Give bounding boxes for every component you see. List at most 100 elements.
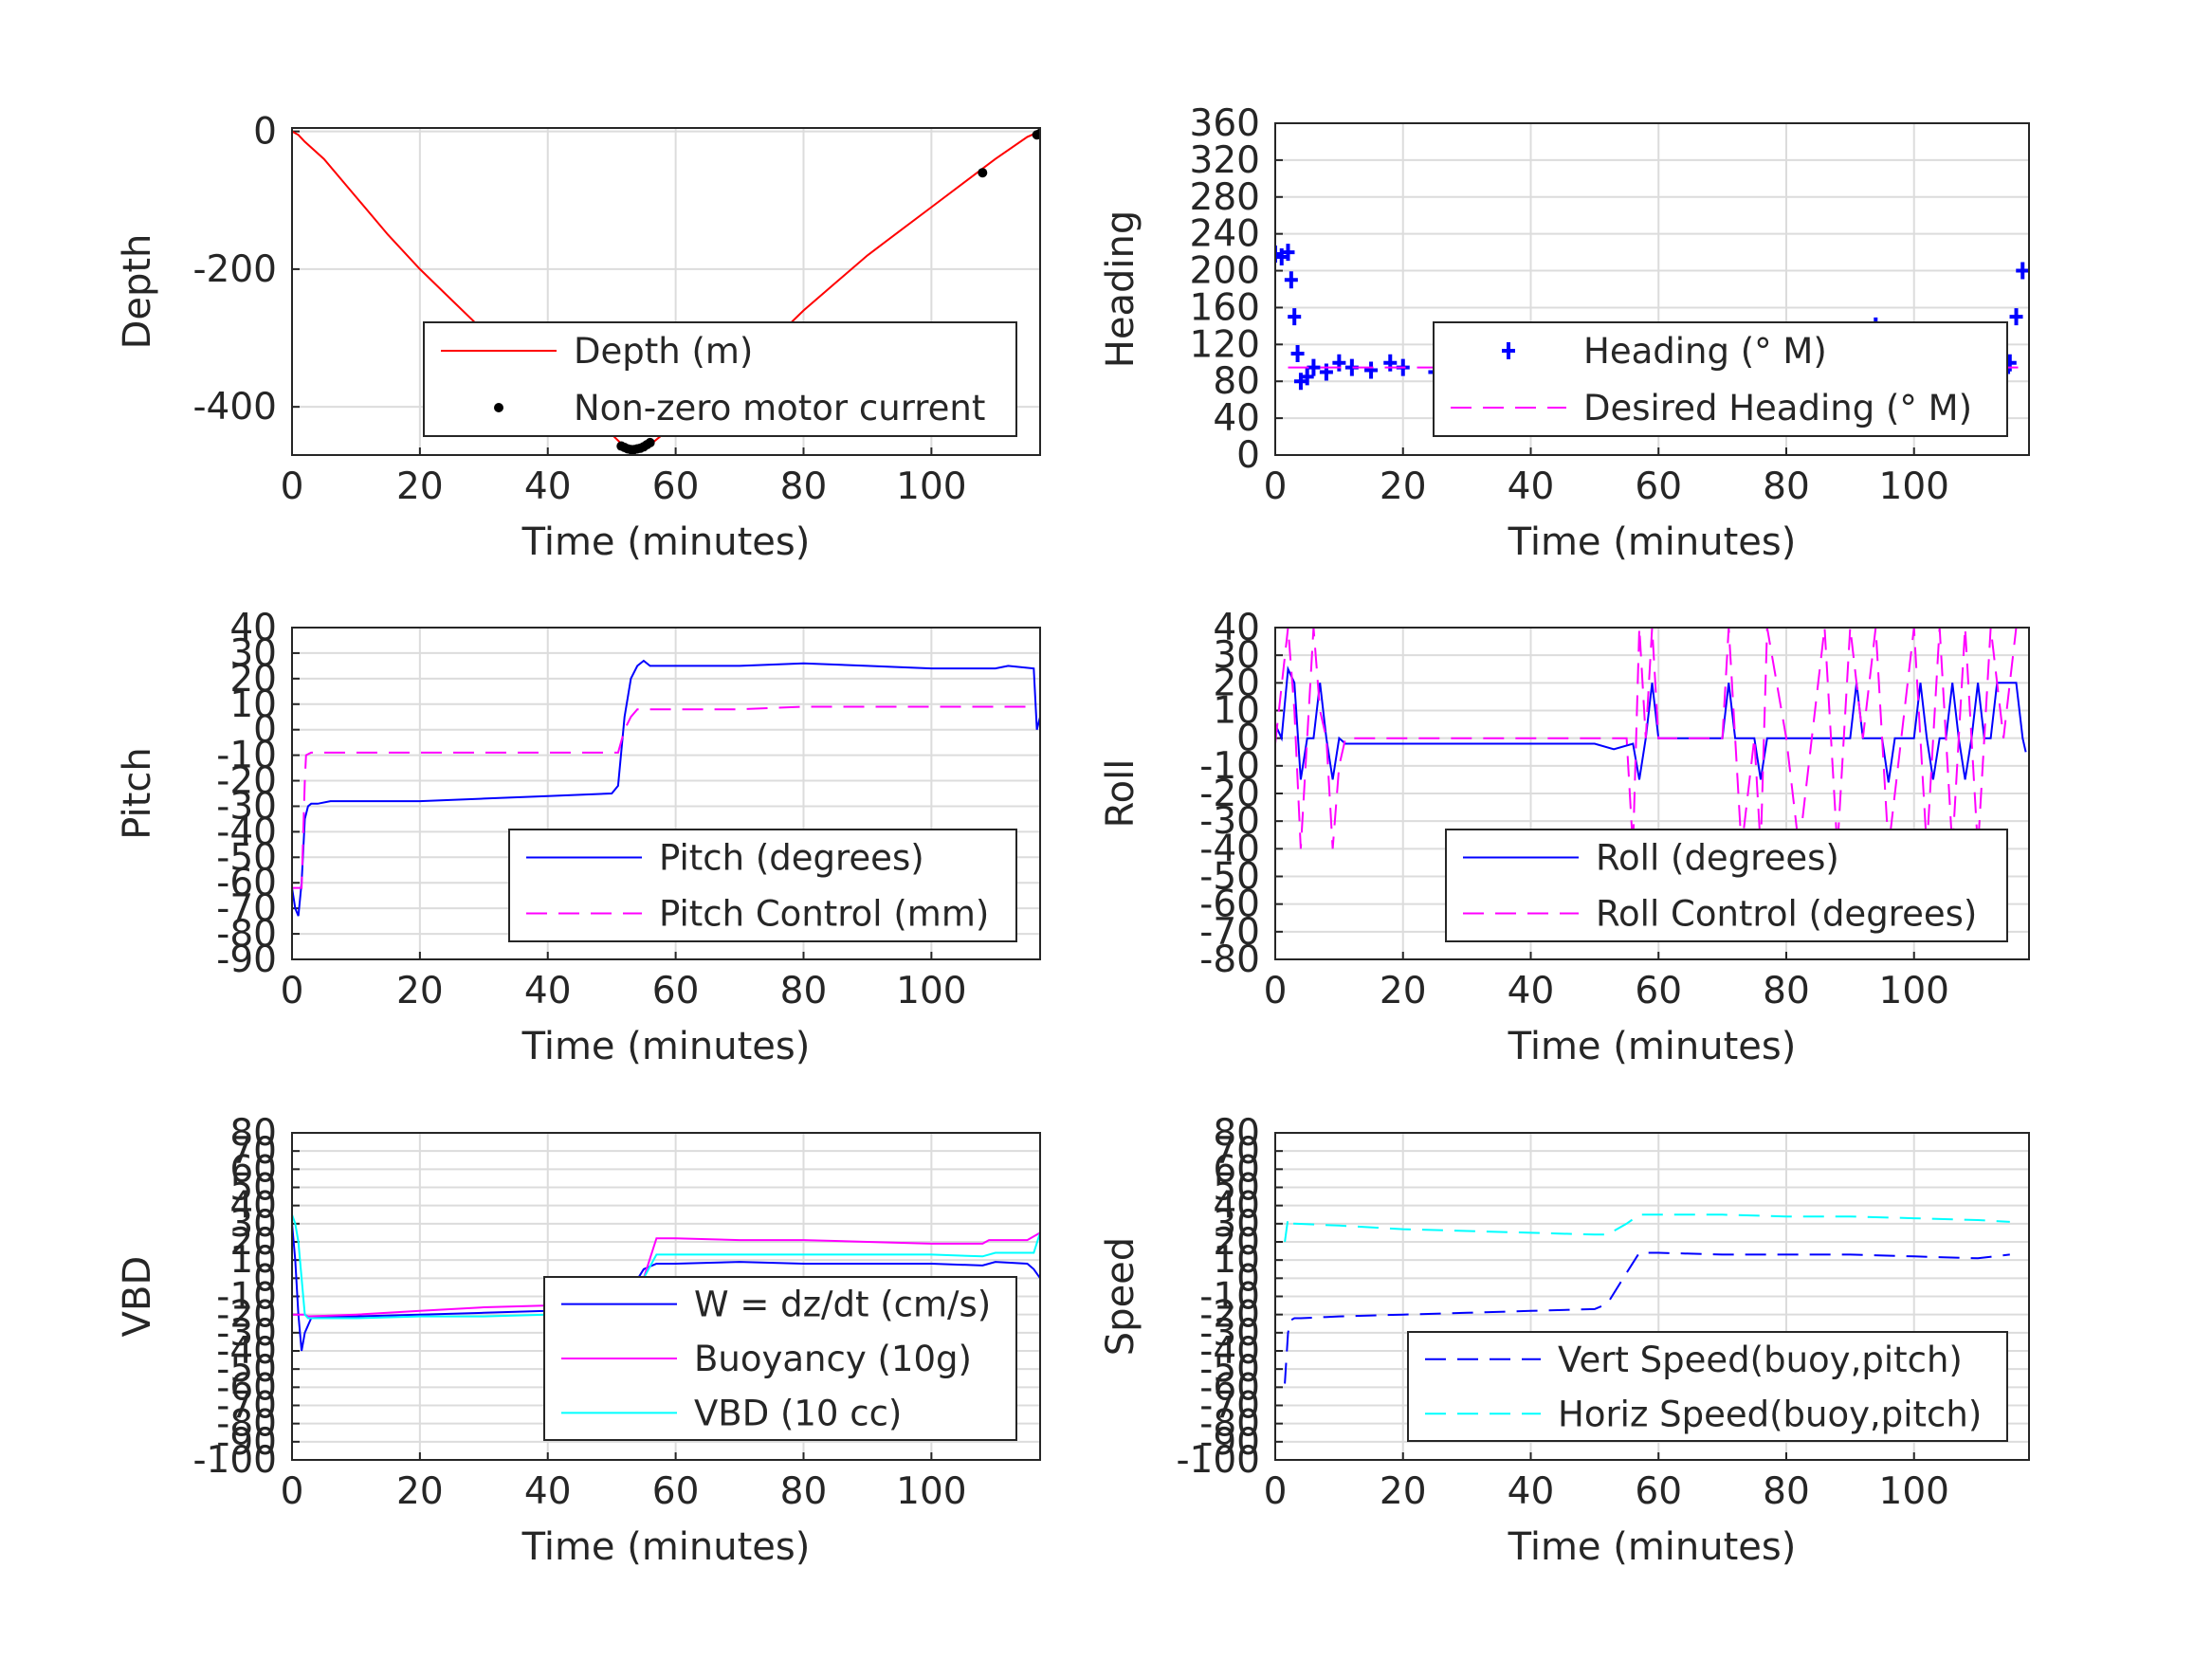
y-axis-label: Depth	[116, 234, 159, 350]
data-point	[1284, 271, 1298, 289]
chart-6: 0 20 40 60 80 100-100-90-80-70-60-50-40-30-20…	[1099, 1112, 2030, 1569]
y-axis-label: VBD	[116, 1256, 159, 1338]
y-tick-label: -70	[216, 1385, 277, 1428]
y-tick-label: -400	[192, 386, 277, 428]
legend-label: Horiz Speed(buoy,pitch)	[1558, 1394, 1982, 1434]
x-axis-label: Time (minutes)	[1508, 1025, 1797, 1068]
x-tick-label: 80	[1763, 1470, 1810, 1513]
series-group	[1275, 628, 2027, 849]
data-point	[1275, 246, 1282, 264]
x-tick-label: 0	[1264, 1470, 1288, 1513]
data-point	[1035, 128, 1040, 138]
series-vert-speed-buoy-pitch	[1284, 1251, 2010, 1384]
x-tick-label: 100	[1879, 465, 1949, 508]
x-tick-label: 100	[896, 970, 966, 1012]
x-tick-label: 40	[1508, 465, 1555, 508]
data-point	[2016, 262, 2029, 280]
series-pitch-control-mm	[292, 705, 1034, 889]
data-point	[1319, 363, 1333, 381]
y-tick-label: 70	[229, 1130, 277, 1173]
y-tick-label: 0	[1236, 434, 1260, 477]
chart-2: 0 20 40 60 80 10004080120160200240280320360Ti…	[1099, 102, 2030, 564]
x-tick-label: 60	[652, 1470, 700, 1513]
y-tick-label: -70	[1199, 911, 1260, 954]
data-point	[1290, 345, 1305, 363]
legend-label: Roll Control (degrees)	[1596, 894, 1977, 935]
y-axis-label: Pitch	[116, 747, 159, 839]
y-tick-label: -10	[216, 735, 277, 777]
y-tick-label: -40	[216, 1330, 277, 1373]
axes-box	[291, 627, 1041, 960]
axes-box	[1274, 122, 2030, 456]
y-tick-label: 50	[229, 1167, 277, 1210]
x-tick-label: 100	[896, 465, 966, 508]
x-tick-label: 0	[281, 970, 304, 1012]
legend: Heading (° M) Desired Heading (° M)	[1433, 321, 2008, 437]
x-tick-label: 80	[1763, 970, 1810, 1012]
axes-box	[291, 127, 1041, 456]
legend-label: Depth (m)	[574, 331, 753, 372]
y-tick-label: 0	[253, 111, 277, 154]
x-axis-label: Time (minutes)	[521, 1525, 811, 1569]
legend-swatch	[494, 403, 503, 412]
x-tick-label: 20	[396, 1470, 444, 1513]
y-tick-label: -40	[216, 811, 277, 853]
x-tick-label: 20	[1380, 1470, 1427, 1513]
x-tick-label: 20	[396, 970, 444, 1012]
x-tick-label: 80	[780, 465, 828, 508]
y-tick-label: -50	[1199, 1348, 1260, 1391]
legend-label: Vert Speed(buoy,pitch)	[1558, 1340, 1963, 1380]
y-tick-label: -60	[1199, 884, 1260, 926]
data-point	[645, 437, 655, 447]
x-tick-label: 100	[896, 1470, 966, 1513]
y-tick-label: -80	[1199, 1403, 1260, 1446]
y-tick-label: 0	[1236, 1257, 1260, 1300]
x-tick-label: 40	[524, 970, 572, 1012]
legend: W = dz/dt (cm/s) Buoyancy (10g) VBD (10 cc…	[543, 1276, 1017, 1441]
y-axis-label: Heading	[1099, 210, 1143, 368]
y-tick-label: -20	[216, 760, 277, 803]
legend: Depth (m) Non-zero motor current	[423, 321, 1017, 437]
y-tick-label: -70	[216, 887, 277, 930]
y-tick-label: 20	[1213, 1221, 1260, 1264]
y-tick-label: 20	[229, 1221, 277, 1264]
x-tick-label: 60	[652, 970, 700, 1012]
y-tick-label: 30	[1213, 1203, 1260, 1246]
x-tick-label: 40	[524, 465, 572, 508]
y-tick-label: 10	[1213, 1239, 1260, 1282]
y-tick-label: -80	[1199, 939, 1260, 981]
axes-box	[291, 1132, 1041, 1461]
y-tick-label: -80	[216, 1403, 277, 1446]
y-tick-label: -30	[216, 785, 277, 828]
y-tick-label: 40	[1213, 1185, 1260, 1228]
legend-box	[508, 829, 1017, 942]
y-tick-label: 0	[253, 1257, 277, 1300]
data-point	[978, 168, 988, 178]
y-tick-label: 80	[1213, 1112, 1260, 1155]
series-pitch-degrees	[292, 659, 1040, 917]
x-tick-label: 40	[1508, 1470, 1555, 1513]
series-roll-degrees	[1275, 665, 2027, 783]
legend-label: Heading (° M)	[1583, 331, 1827, 372]
legend-box	[1407, 1331, 2008, 1442]
x-axis-label: Time (minutes)	[521, 1025, 811, 1068]
x-tick-label: 20	[1380, 970, 1427, 1012]
axes-box	[1274, 627, 2030, 960]
y-tick-label: -60	[1199, 1366, 1260, 1409]
series-group	[1284, 1213, 2010, 1384]
series-roll-control-degrees	[1275, 628, 2018, 849]
data-point	[1288, 308, 1302, 326]
legend-box	[1445, 829, 2008, 942]
y-tick-label: 50	[1213, 1167, 1260, 1210]
chart-5: 0 20 40 60 80 100-100-90-80-70-60-50-40-30-20…	[116, 1112, 1041, 1569]
legend-label: Roll (degrees)	[1596, 838, 1839, 879]
y-tick-label: -30	[216, 1312, 277, 1355]
legend-label: Buoyancy (10g)	[694, 1339, 972, 1379]
y-tick-label: -20	[1199, 773, 1260, 815]
x-tick-label: 100	[1879, 1470, 1949, 1513]
y-tick-label: 60	[229, 1148, 277, 1191]
y-tick-label: 40	[229, 1185, 277, 1228]
y-tick-label: 360	[1190, 102, 1260, 145]
y-axis-label: Roll	[1099, 759, 1143, 829]
